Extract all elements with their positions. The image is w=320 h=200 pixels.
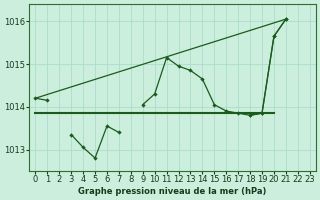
X-axis label: Graphe pression niveau de la mer (hPa): Graphe pression niveau de la mer (hPa) [78,187,267,196]
